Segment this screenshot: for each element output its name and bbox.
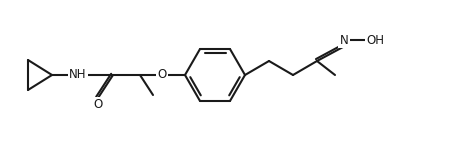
Text: O: O [157, 69, 167, 82]
Text: N: N [339, 33, 349, 46]
Text: NH: NH [69, 69, 87, 82]
Text: OH: OH [366, 33, 384, 46]
Text: O: O [93, 98, 103, 111]
